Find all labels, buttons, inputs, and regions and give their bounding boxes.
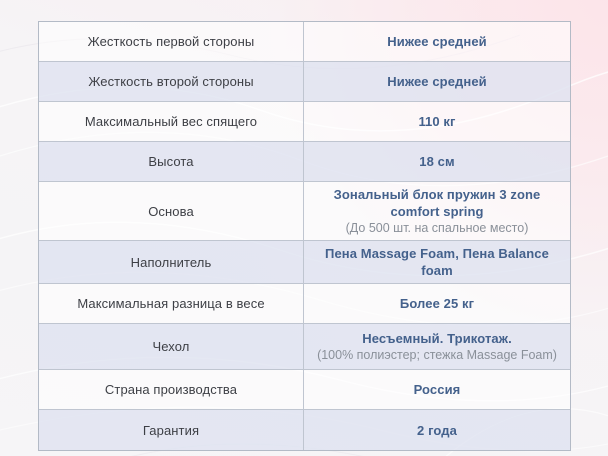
spec-value-note: (100% полиэстер; стежка Massage Foam) <box>317 348 557 362</box>
spec-value-main: Нижее средней <box>387 74 487 89</box>
spec-label: Основа <box>39 182 304 240</box>
spec-value-main: Пена Massage Foam, Пена Balance foam <box>325 246 549 278</box>
spec-value: Нижее средней <box>304 22 570 61</box>
spec-value-main: Нижее средней <box>387 34 487 49</box>
spec-value-main: Несъемный. Трикотаж. <box>362 331 512 346</box>
table-row: Основа Зональный блок пружин 3 zone comf… <box>39 182 570 241</box>
table-row: Чехол Несъемный. Трикотаж. (100% полиэст… <box>39 324 570 370</box>
specs-table: Жесткость первой стороны Нижее средней Ж… <box>38 21 571 451</box>
spec-value-main: Более 25 кг <box>399 296 475 311</box>
spec-value: 110 кг <box>304 102 570 141</box>
spec-value-main: 110 кг <box>418 114 456 129</box>
table-row: Гарантия 2 года <box>39 410 570 450</box>
spec-value-main: 2 года <box>417 422 457 438</box>
table-row: Максимальная разница в весе Более 25 кг <box>39 284 570 324</box>
spec-value: 2 года <box>304 410 570 450</box>
spec-label: Жесткость второй стороны <box>39 62 304 101</box>
table-row: Жесткость второй стороны Нижее средней <box>39 62 570 102</box>
spec-value-main: Зональный блок пружин 3 zone comfort spr… <box>333 187 541 219</box>
spec-label: Страна производства <box>39 370 304 409</box>
spec-label: Высота <box>39 142 304 181</box>
spec-value-main: 18 см <box>419 154 455 169</box>
spec-value: Более 25 кг <box>304 284 570 323</box>
spec-value: Несъемный. Трикотаж. (100% полиэстер; ст… <box>304 324 570 369</box>
table-row: Страна производства Россия <box>39 370 570 410</box>
spec-label: Максимальная разница в весе <box>39 284 304 323</box>
table-row: Жесткость первой стороны Нижее средней <box>39 22 570 62</box>
spec-value-note: (До 500 шт. на спальное место) <box>345 221 529 235</box>
table-row: Высота 18 см <box>39 142 570 182</box>
spec-value: Зональный блок пружин 3 zone comfort spr… <box>304 182 570 240</box>
spec-label: Наполнитель <box>39 241 304 283</box>
spec-label: Жесткость первой стороны <box>39 22 304 61</box>
table-row: Наполнитель Пена Massage Foam, Пена Bala… <box>39 241 570 284</box>
table-row: Максимальный вес спящего 110 кг <box>39 102 570 142</box>
spec-value: Россия <box>304 370 570 409</box>
spec-value: Пена Massage Foam, Пена Balance foam <box>304 241 570 283</box>
spec-label: Чехол <box>39 324 304 369</box>
spec-value: Нижее средней <box>304 62 570 101</box>
spec-label: Максимальный вес спящего <box>39 102 304 141</box>
spec-label: Гарантия <box>39 410 304 450</box>
spec-value: 18 см <box>304 142 570 181</box>
spec-value-main: Россия <box>413 382 461 397</box>
